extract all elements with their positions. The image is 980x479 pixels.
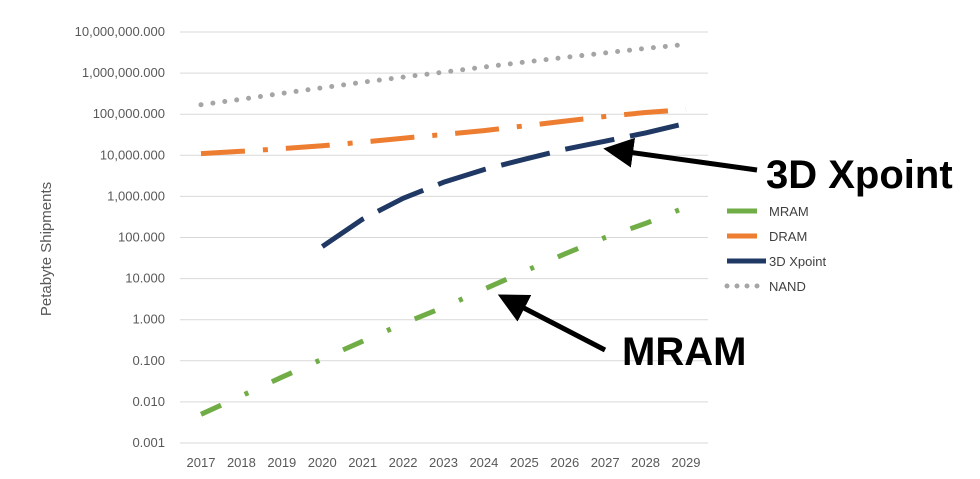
gridlines <box>180 31 708 444</box>
y-tick-label: 10.000 <box>125 271 165 286</box>
x-tick-label: 2024 <box>469 455 498 470</box>
legend-label: NAND <box>769 279 806 294</box>
series-lines <box>198 41 689 417</box>
x-tick-label: 2017 <box>187 455 216 470</box>
legend-label: DRAM <box>769 229 807 244</box>
y-axis-title: Petabyte Shipments <box>38 182 55 316</box>
legend: MRAM DRAM 3D Xpoint NAND <box>724 204 826 294</box>
y-axis-tick-labels: 0.001 0.010 0.100 1.000 10.000 100.000 1,000.0… <box>75 24 165 450</box>
x-tick-label: 2025 <box>510 455 539 470</box>
x-tick-label: 2026 <box>550 455 579 470</box>
annotation-arrow <box>603 137 758 173</box>
y-tick-label: 0.001 <box>132 435 165 450</box>
y-tick-label: 1,000,000.000 <box>82 65 165 80</box>
y-tick-label: 0.100 <box>132 353 165 368</box>
x-tick-label: 2022 <box>389 455 418 470</box>
legend-label: 3D Xpoint <box>769 254 826 269</box>
x-tick-label: 2020 <box>308 455 337 470</box>
x-tick-label: 2018 <box>227 455 256 470</box>
annotation-label: 3D Xpoint <box>766 153 953 197</box>
x-axis-tick-labels: 2017 2018 2019 2020 2021 2022 2023 2024 2025 2026… <box>187 455 701 470</box>
y-tick-label: 10,000.000 <box>100 147 165 162</box>
series-line-mram <box>199 204 687 417</box>
y-tick-label: 100,000.000 <box>93 106 165 121</box>
y-tick-label: 1,000.000 <box>107 188 165 203</box>
x-tick-label: 2023 <box>429 455 458 470</box>
x-tick-label: 2021 <box>348 455 377 470</box>
x-tick-label: 2029 <box>672 455 701 470</box>
y-tick-label: 100.000 <box>118 230 165 245</box>
x-tick-label: 2027 <box>591 455 620 470</box>
annotations: 3D Xpoint MRAM <box>497 137 953 374</box>
legend-label: MRAM <box>769 204 809 219</box>
series-line-nand <box>198 41 689 108</box>
x-tick-label: 2028 <box>631 455 660 470</box>
x-tick-label: 2019 <box>267 455 296 470</box>
y-tick-label: 10,000,000.000 <box>75 24 165 39</box>
series-line-3d-xpoint <box>320 120 687 249</box>
y-tick-label: 0.010 <box>132 394 165 409</box>
y-tick-label: 1.000 <box>132 312 165 327</box>
annotation-label: MRAM <box>622 330 746 374</box>
series-line-dram <box>200 107 687 157</box>
annotation-arrow <box>497 294 607 353</box>
